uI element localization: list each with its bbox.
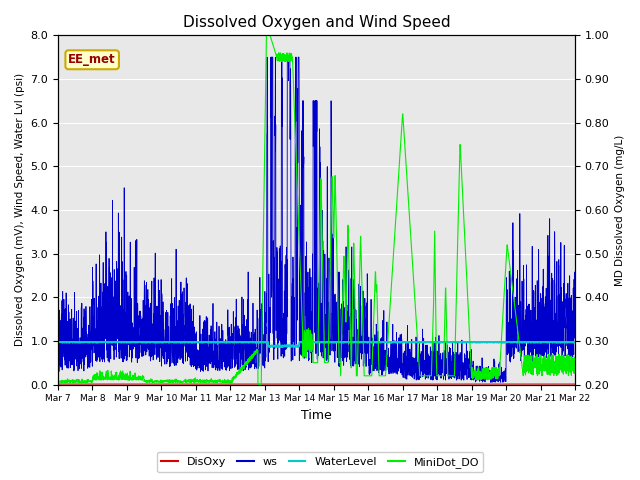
X-axis label: Time: Time bbox=[301, 409, 332, 422]
Y-axis label: Dissolved Oxygen (mV), Wind Speed, Water Lvl (psi): Dissolved Oxygen (mV), Wind Speed, Water… bbox=[15, 73, 25, 347]
Text: EE_met: EE_met bbox=[68, 53, 116, 66]
Title: Dissolved Oxygen and Wind Speed: Dissolved Oxygen and Wind Speed bbox=[182, 15, 451, 30]
Legend: DisOxy, ws, WaterLevel, MiniDot_DO: DisOxy, ws, WaterLevel, MiniDot_DO bbox=[157, 452, 483, 472]
Y-axis label: MD Dissolved Oxygen (mg/L): MD Dissolved Oxygen (mg/L) bbox=[615, 134, 625, 286]
